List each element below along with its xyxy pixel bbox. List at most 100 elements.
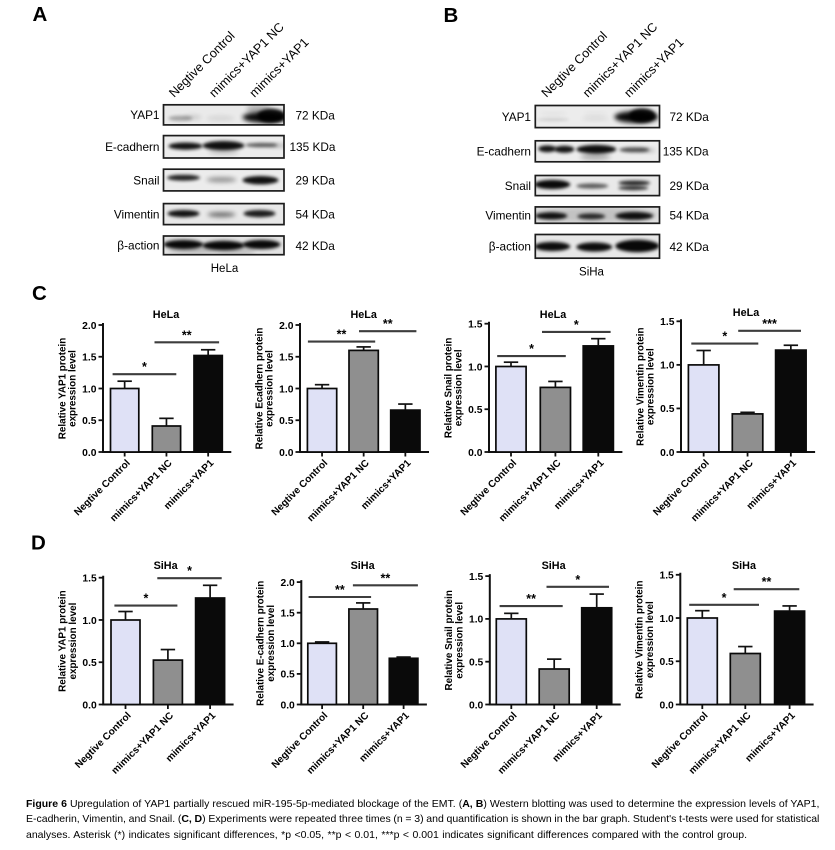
svg-text:Relative YAP1 protein: Relative YAP1 protein <box>57 590 68 692</box>
svg-text:54 KDa: 54 KDa <box>296 208 336 222</box>
svg-text:Relative YAP1 protein: Relative YAP1 protein <box>57 338 68 440</box>
svg-text:SiHa: SiHa <box>351 560 376 572</box>
svg-text:1.0: 1.0 <box>468 362 483 373</box>
svg-text:0.0: 0.0 <box>468 448 483 459</box>
svg-text:Vimentin: Vimentin <box>114 207 160 221</box>
svg-text:**: ** <box>383 317 393 331</box>
svg-text:β-action: β-action <box>117 239 159 253</box>
svg-text:SiHa: SiHa <box>579 266 605 278</box>
svg-text:*: * <box>722 591 727 605</box>
svg-text:expression level: expression level <box>266 605 277 682</box>
svg-text:29 KDa: 29 KDa <box>670 179 710 193</box>
svg-text:72 KDa: 72 KDa <box>670 110 710 124</box>
svg-text:1.5: 1.5 <box>469 572 484 583</box>
svg-text:1.5: 1.5 <box>82 574 97 585</box>
svg-text:**: ** <box>381 571 391 585</box>
svg-text:0.5: 0.5 <box>468 405 483 416</box>
svg-text:0.5: 0.5 <box>82 658 97 669</box>
svg-text:SiHa: SiHa <box>542 560 567 572</box>
svg-text:expression level: expression level <box>265 350 276 427</box>
svg-text:0.5: 0.5 <box>659 657 674 668</box>
svg-text:1.5: 1.5 <box>279 353 294 364</box>
svg-text:135 KDa: 135 KDa <box>290 140 336 154</box>
svg-text:0.0: 0.0 <box>82 700 97 711</box>
svg-text:2.0: 2.0 <box>280 578 295 589</box>
svg-text:1.0: 1.0 <box>279 384 294 395</box>
svg-text:E-cadhern: E-cadhern <box>105 140 159 154</box>
svg-text:expression level: expression level <box>68 602 79 679</box>
svg-text:0.0: 0.0 <box>659 700 674 711</box>
svg-text:mimics+YAP1 NC: mimics+YAP1 NC <box>207 20 287 100</box>
svg-text:*: * <box>187 564 192 578</box>
svg-text:D: D <box>31 532 46 555</box>
svg-text:Relative Ecadhern protein: Relative Ecadhern protein <box>254 328 265 450</box>
svg-text:E-cadhern: E-cadhern <box>477 145 531 159</box>
svg-text:2.0: 2.0 <box>279 321 294 332</box>
svg-text:expression level: expression level <box>68 350 79 427</box>
svg-text:0.5: 0.5 <box>660 404 675 415</box>
svg-text:**: ** <box>337 328 347 342</box>
svg-text:β-action: β-action <box>489 240 531 254</box>
svg-text:**: ** <box>335 583 345 597</box>
svg-text:2.0: 2.0 <box>82 321 97 332</box>
svg-text:1.5: 1.5 <box>468 320 483 331</box>
svg-text:Relative Snail protein: Relative Snail protein <box>443 338 454 438</box>
svg-text:29 KDa: 29 KDa <box>296 173 336 187</box>
svg-text:**: ** <box>762 575 772 589</box>
svg-text:HeLa: HeLa <box>540 309 567 321</box>
svg-text:0.5: 0.5 <box>280 670 295 681</box>
svg-text:0.0: 0.0 <box>82 448 97 459</box>
svg-text:42 KDa: 42 KDa <box>670 240 710 254</box>
svg-text:*: * <box>143 592 148 606</box>
svg-text:HeLa: HeLa <box>350 309 377 321</box>
svg-text:42 KDa: 42 KDa <box>296 239 336 253</box>
svg-text:Relative E-cadhern protein: Relative E-cadhern protein <box>256 581 267 706</box>
svg-text:expression level: expression level <box>454 349 465 426</box>
svg-text:*: * <box>575 573 580 587</box>
svg-text:C: C <box>32 282 47 305</box>
svg-text:72 KDa: 72 KDa <box>296 108 336 122</box>
svg-text:Relative Vimentin protein: Relative Vimentin protein <box>635 327 646 445</box>
svg-text:54 KDa: 54 KDa <box>670 209 710 223</box>
svg-text:HeLa: HeLa <box>733 307 760 319</box>
svg-text:SiHa: SiHa <box>154 560 179 572</box>
svg-text:mimics+YAP1 NC: mimics+YAP1 NC <box>580 20 660 100</box>
svg-text:0.5: 0.5 <box>469 658 484 669</box>
svg-text:1.5: 1.5 <box>280 609 295 620</box>
svg-text:Snail: Snail <box>133 173 159 187</box>
svg-text:A: A <box>33 3 48 26</box>
svg-text:YAP1: YAP1 <box>502 110 531 124</box>
svg-text:Relative Vimentin protein: Relative Vimentin protein <box>635 580 646 698</box>
svg-text:HeLa: HeLa <box>211 263 239 275</box>
svg-text:0.0: 0.0 <box>280 700 295 711</box>
svg-text:*: * <box>574 318 579 332</box>
svg-text:**: ** <box>182 328 192 342</box>
svg-text:***: *** <box>762 317 777 331</box>
svg-text:*: * <box>529 342 534 356</box>
svg-text:expression level: expression level <box>646 348 657 425</box>
svg-text:**: ** <box>526 592 536 606</box>
svg-text:1.5: 1.5 <box>659 571 674 582</box>
svg-text:0.5: 0.5 <box>279 416 294 427</box>
svg-text:1.0: 1.0 <box>82 616 97 627</box>
svg-text:1.0: 1.0 <box>82 384 97 395</box>
svg-text:YAP1: YAP1 <box>130 108 159 122</box>
svg-text:1.0: 1.0 <box>280 639 295 650</box>
svg-text:1.0: 1.0 <box>659 614 674 625</box>
svg-text:Snail: Snail <box>505 179 531 193</box>
svg-text:1.0: 1.0 <box>469 615 484 626</box>
svg-text:0.5: 0.5 <box>82 416 97 427</box>
svg-text:135 KDa: 135 KDa <box>663 145 709 159</box>
svg-text:1.5: 1.5 <box>660 317 675 328</box>
svg-text:0.0: 0.0 <box>660 448 675 459</box>
svg-text:0.0: 0.0 <box>469 700 484 711</box>
svg-text:Relative Snail protein: Relative Snail protein <box>444 590 455 690</box>
svg-text:expression level: expression level <box>645 601 656 678</box>
svg-text:*: * <box>142 360 147 374</box>
svg-text:SiHa: SiHa <box>732 560 757 572</box>
svg-text:HeLa: HeLa <box>153 309 180 321</box>
svg-text:0.0: 0.0 <box>279 448 294 459</box>
svg-text:1.5: 1.5 <box>82 353 97 364</box>
svg-text:B: B <box>444 4 459 27</box>
svg-text:expression level: expression level <box>455 602 466 679</box>
